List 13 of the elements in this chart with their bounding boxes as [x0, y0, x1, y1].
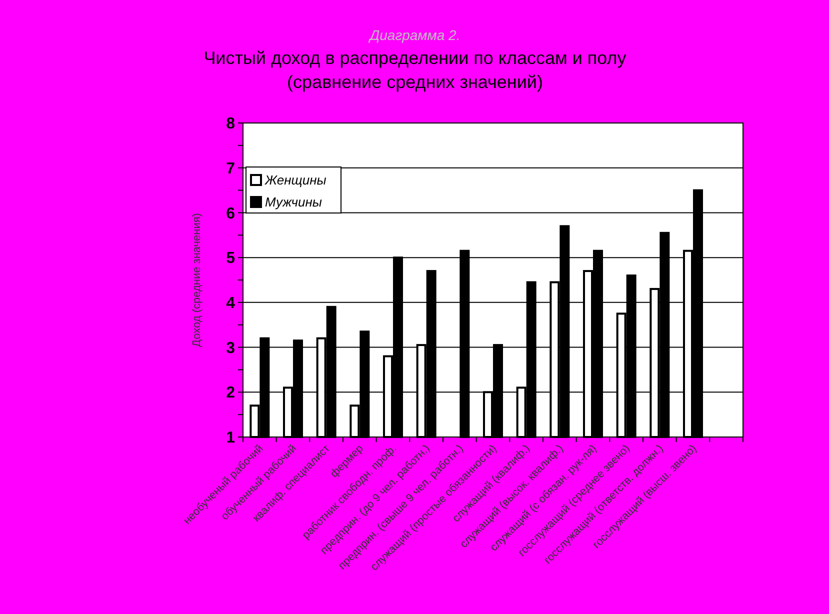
y-tick-label: 6: [226, 205, 236, 222]
y-tick-label: 2: [226, 384, 236, 402]
chart-subtitle: Диаграмма 2.: [368, 27, 460, 43]
y-tick-label: 1: [226, 430, 236, 447]
legend-label: Женщины: [264, 172, 327, 188]
y-tick-label: 4: [226, 295, 236, 312]
chart-title: Чистый доход в распределении по классам и полу (сравнение средних значений): [204, 48, 626, 92]
y-axis-title: Доход (средние значения): [191, 213, 203, 347]
y-tick-label: 3: [226, 340, 236, 357]
y-tick-label: 8: [226, 116, 236, 133]
legend-label: Мужчины: [265, 194, 322, 210]
y-tick-label: 5: [226, 250, 236, 268]
y-tick-label: 7: [226, 160, 236, 178]
